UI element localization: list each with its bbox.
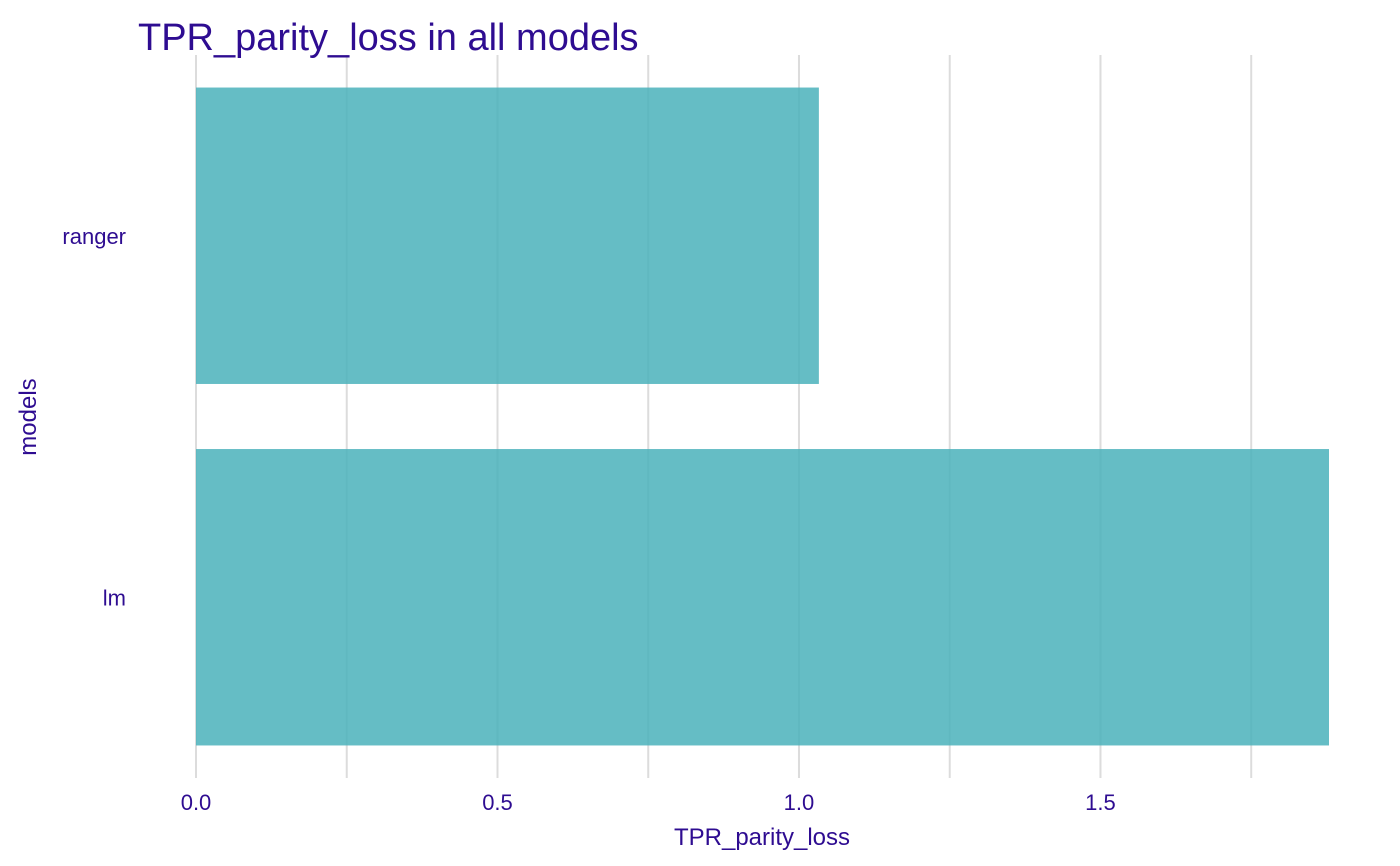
x-axis-title: TPR_parity_loss [674, 824, 850, 851]
x-tick-label-3: 1.5 [1085, 790, 1116, 815]
x-tick-label-2: 1.0 [784, 790, 815, 815]
bars [196, 87, 1329, 746]
chart-title: TPR_parity_loss in all models [138, 17, 639, 59]
y-tick-label-ranger: ranger [62, 224, 126, 249]
x-tick-labels: 0.0 0.5 1.0 1.5 [181, 790, 1116, 815]
bar-lm [196, 449, 1329, 746]
y-tick-label-lm: lm [103, 585, 126, 610]
y-tick-labels: ranger lm [62, 224, 126, 611]
y-axis-title: models [15, 378, 42, 455]
x-tick-label-0: 0.0 [181, 790, 212, 815]
x-tick-label-1: 0.5 [482, 790, 513, 815]
bar-ranger [196, 87, 819, 384]
